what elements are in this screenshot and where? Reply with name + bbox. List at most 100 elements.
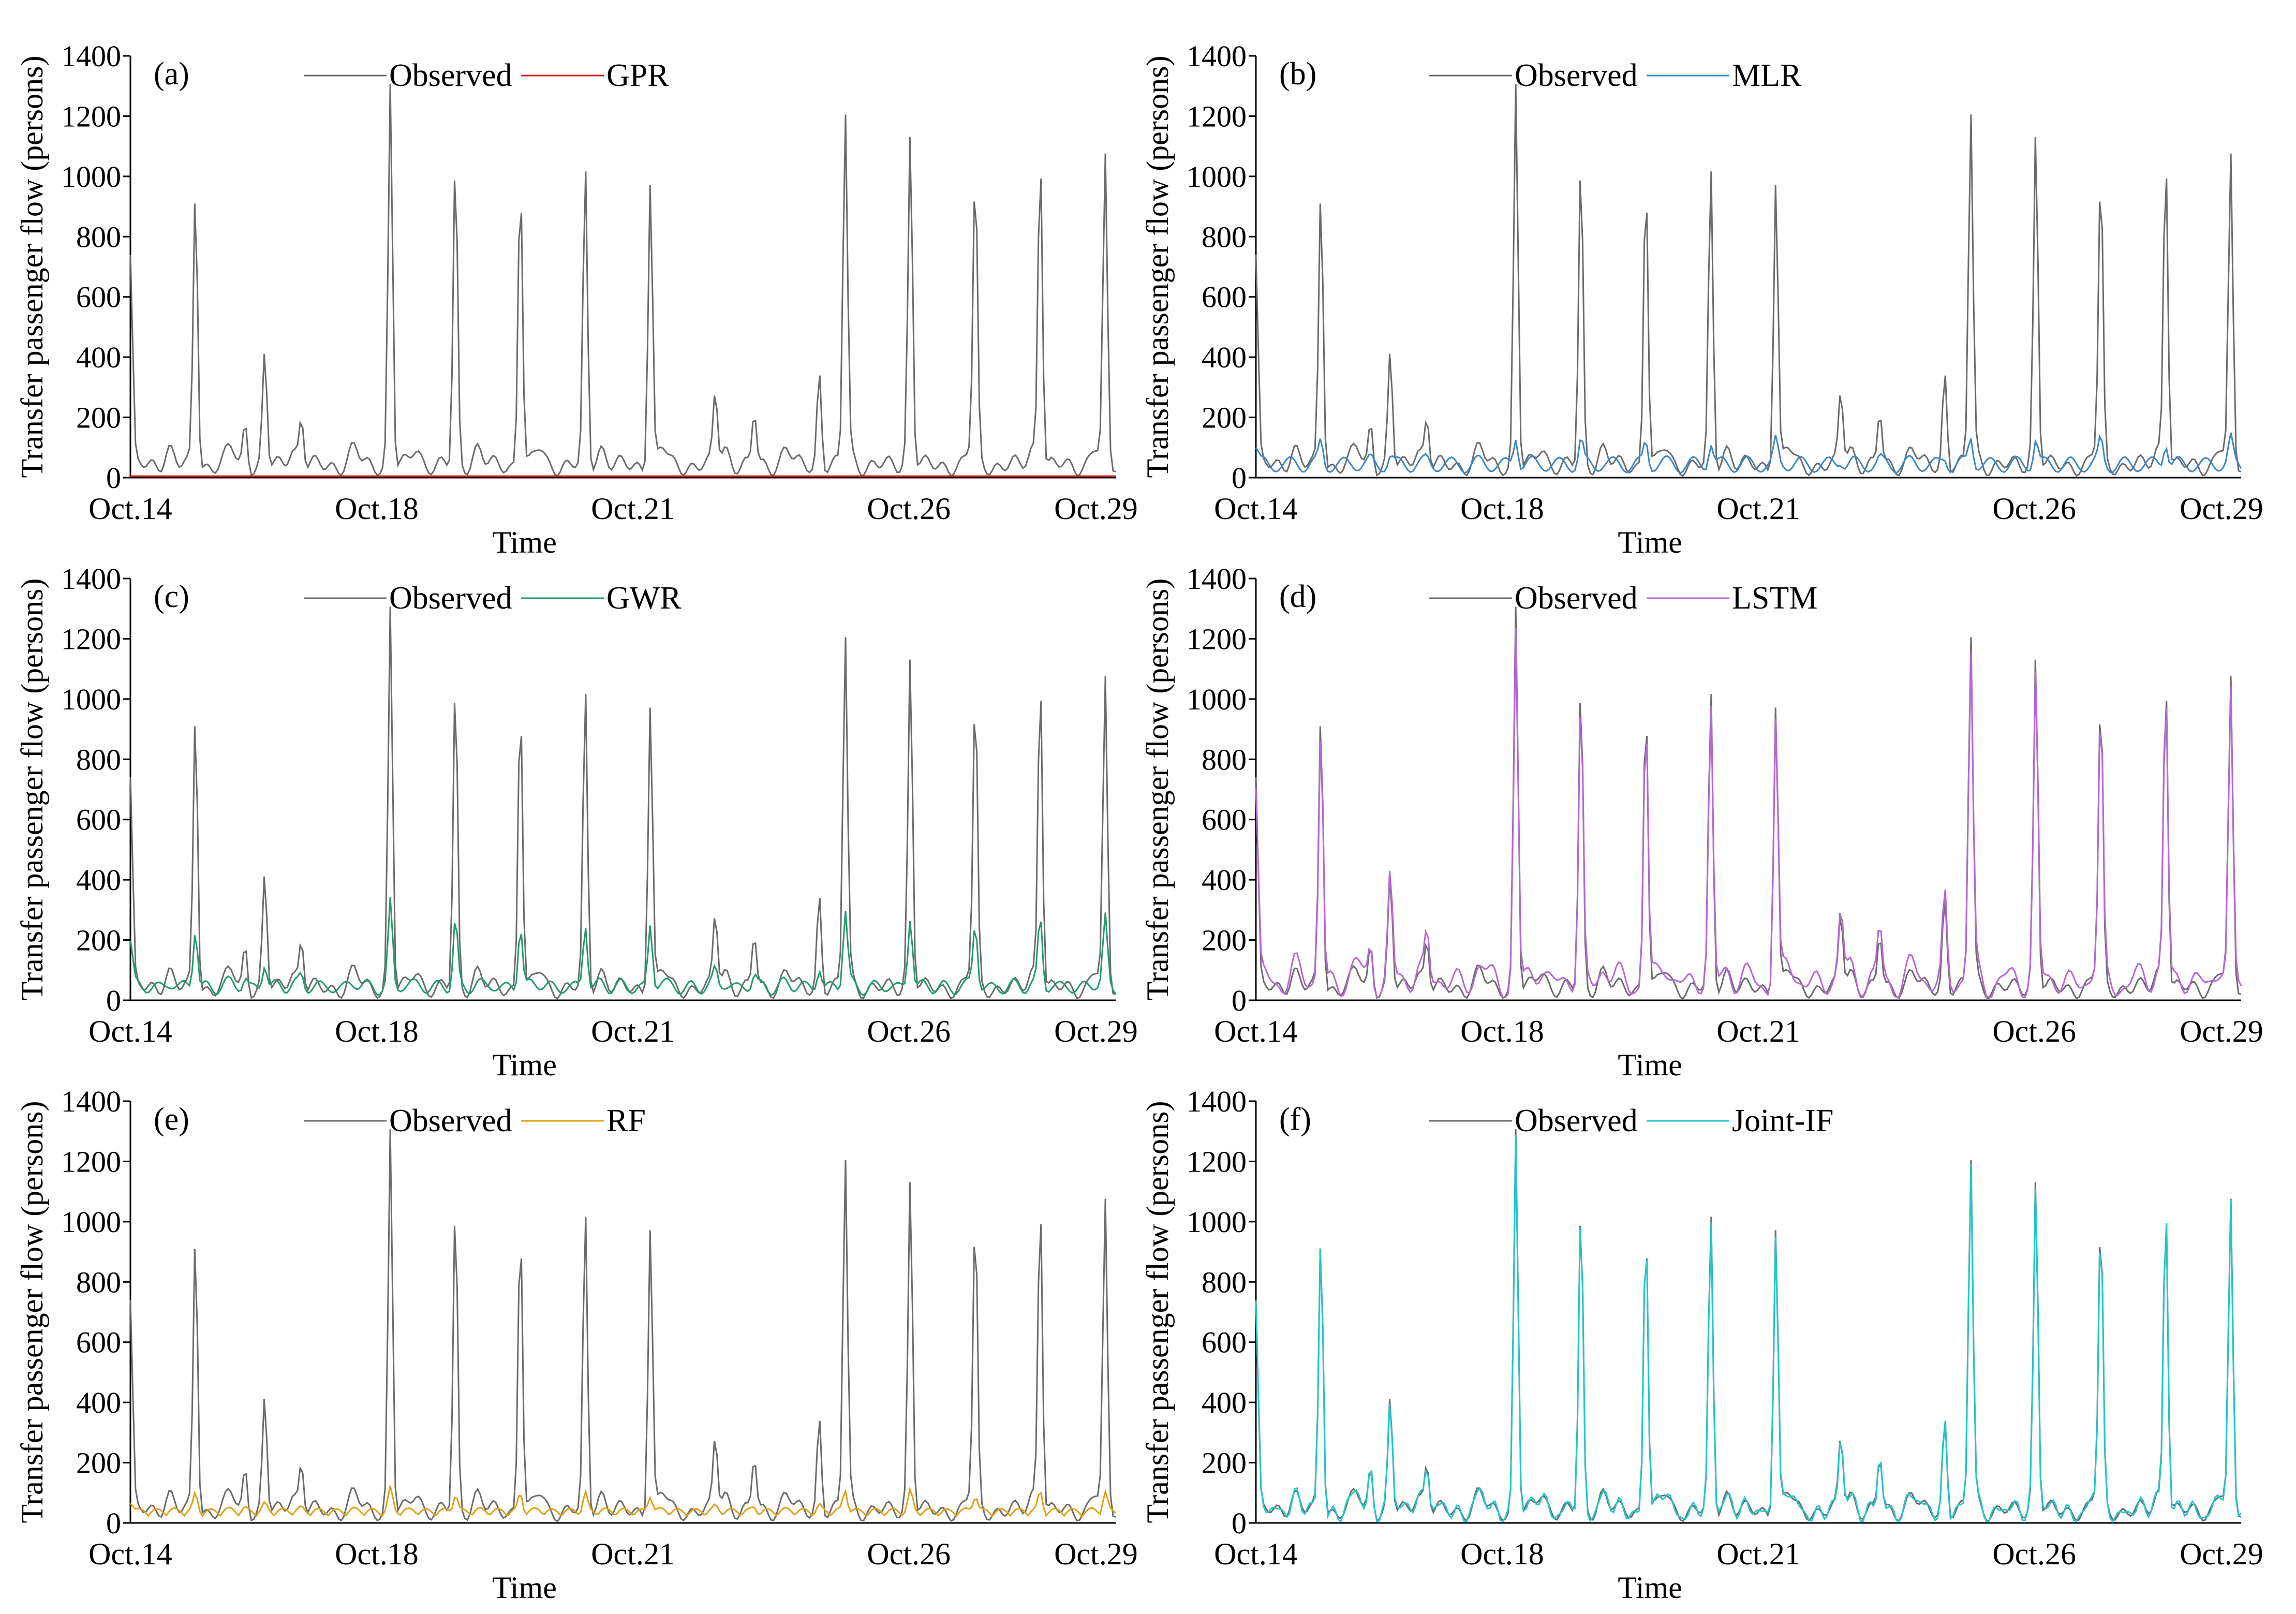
y-tick-label: 0 [1232,984,1247,1017]
series-line-observed [129,606,1116,1000]
x-tick-label: Oct.14 [1214,492,1298,526]
panel-label: (a) [154,56,189,92]
legend-label-observed: Observed [1515,1103,1638,1138]
legend-label-observed: Observed [389,581,512,616]
x-tick-label: Oct.29 [1054,1537,1138,1571]
y-tick-label: 800 [76,1265,121,1299]
x-tick-label: Oct.21 [1716,1537,1800,1571]
y-tick-label: 200 [76,401,121,435]
y-tick-label: 200 [1202,924,1247,957]
x-tick-label: Oct.14 [88,1014,172,1048]
x-tick-label: Oct.14 [1214,1014,1298,1048]
y-tick-label: 600 [1202,803,1247,837]
x-tick-label: Oct.14 [88,1537,172,1571]
y-axis-title: Transfer passenger flow (persons) [15,1101,49,1523]
y-tick-label: 0 [106,461,121,495]
chart-panel-a: 0 200 400 600 800 1000 1200 1400 Oct.14 Oct.18 Oct… [15,39,1138,559]
y-axis-title: Transfer passenger flow (persons) [1140,579,1175,1001]
series-line-observed [1255,84,2242,477]
y-tick-label: 400 [1202,863,1247,897]
y-tick-label: 200 [76,1446,121,1480]
x-tick-label: Oct.18 [335,492,419,526]
x-tick-label: Oct.29 [2180,1014,2263,1048]
y-tick-label: 400 [76,340,121,374]
y-tick-label: 800 [76,743,121,776]
y-tick-label: 400 [1202,340,1247,374]
series-line-mlr [1255,432,2242,474]
y-tick-label: 1200 [1187,622,1247,656]
y-tick-label: 200 [1202,1446,1247,1480]
y-axis-title: Transfer passenger flow (persons) [1140,56,1175,478]
series-line-observed [129,84,1116,477]
series-line-observed [129,1129,1116,1522]
legend-label-model: RF [606,1103,646,1138]
chart-panel-b: 0 200 400 600 800 1000 1200 1400 Oct.14 Oct.18 Oct… [1140,39,2263,559]
y-tick-label: 1400 [1187,562,1247,596]
x-tick-label: Oct.14 [1214,1537,1298,1571]
y-tick-label: 1000 [1187,160,1247,194]
y-tick-label: 1200 [61,1145,121,1178]
y-tick-label: 0 [1232,1506,1247,1540]
y-tick-label: 1400 [1187,1085,1247,1118]
legend-label-model: GWR [606,581,682,616]
panel-label: (c) [154,579,189,614]
legend-label-model: GPR [606,58,669,93]
y-axis-title: Transfer passenger flow (persons) [15,56,49,478]
y-tick-label: 1000 [1187,683,1247,716]
x-axis-title: Time [492,525,557,559]
y-tick-label: 0 [106,1506,121,1540]
x-tick-label: Oct.18 [1460,1537,1544,1571]
legend-label-observed: Observed [1515,58,1638,93]
x-tick-label: Oct.21 [591,1537,675,1571]
x-axis-title: Time [1618,525,1682,559]
y-tick-label: 1400 [61,562,121,596]
panel-label: (f) [1279,1102,1311,1137]
x-tick-label: Oct.18 [335,1014,419,1048]
y-tick-label: 600 [1202,280,1247,314]
y-tick-label: 1000 [61,1205,121,1239]
y-tick-label: 800 [1202,1265,1247,1299]
x-tick-label: Oct.18 [335,1537,419,1571]
x-tick-label: Oct.26 [1992,1537,2076,1571]
y-tick-label: 1200 [61,99,121,133]
x-axis-title: Time [1618,1048,1682,1082]
x-tick-label: Oct.26 [1992,492,2076,526]
series-line-observed [1255,606,2242,1000]
y-tick-label: 200 [76,924,121,957]
y-tick-label: 1400 [61,1085,121,1118]
y-tick-label: 600 [76,280,121,314]
y-tick-label: 800 [1202,743,1247,776]
panel-label: (e) [154,1102,189,1137]
y-tick-label: 0 [1232,461,1247,495]
chart-panel-c: 0 200 400 600 800 1000 1200 1400 Oct.14 Oct.18 Oct… [15,562,1138,1082]
series-line-joint-if [1255,1135,2242,1523]
series-line-lstm [1255,628,2242,998]
series-line-observed [1255,1129,2242,1522]
y-axis-title: Transfer passenger flow (persons) [1140,1101,1175,1523]
legend-label-model: Joint-IF [1732,1103,1833,1138]
y-tick-label: 1400 [1187,39,1247,73]
x-tick-label: Oct.21 [1716,1014,1800,1048]
y-tick-label: 600 [76,803,121,837]
x-tick-label: Oct.26 [867,1537,951,1571]
y-tick-label: 800 [1202,220,1247,254]
y-tick-label: 200 [1202,401,1247,435]
legend-label-observed: Observed [389,58,512,93]
y-tick-label: 1400 [61,39,121,73]
panel-label: (d) [1279,579,1316,614]
legend-label-observed: Observed [389,1103,512,1138]
x-axis-title: Time [1618,1571,1682,1605]
chart-panel-e: 0 200 400 600 800 1000 1200 1400 Oct.14 Oct.18 Oct… [15,1085,1138,1605]
y-tick-label: 600 [76,1326,121,1359]
x-axis-title: Time [492,1571,557,1605]
y-tick-label: 800 [76,220,121,254]
y-tick-label: 400 [76,863,121,897]
x-tick-label: Oct.29 [2180,1537,2263,1571]
chart-panel-d: 0 200 400 600 800 1000 1200 1400 Oct.14 Oct.18 Oct… [1140,562,2263,1082]
panel-label: (b) [1279,56,1316,92]
x-tick-label: Oct.21 [1716,492,1800,526]
legend-label-observed: Observed [1515,581,1638,616]
chart-panel-f: 0 200 400 600 800 1000 1200 1400 Oct.14 Oct.18 Oct… [1140,1085,2263,1605]
y-tick-label: 0 [106,984,121,1017]
